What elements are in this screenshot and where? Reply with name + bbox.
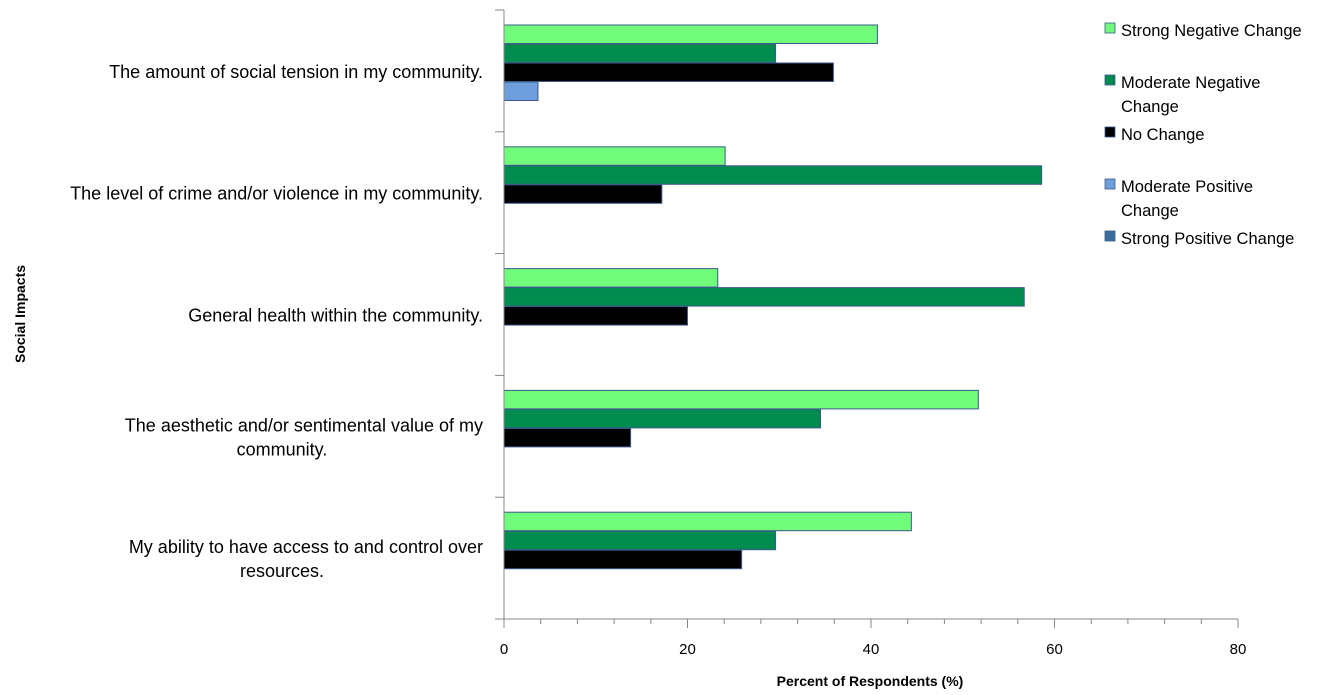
bar-2-series-2 xyxy=(503,165,1043,185)
legend-swatch-4 xyxy=(1104,178,1116,190)
category-label-5: resources. xyxy=(240,561,324,581)
bar-5-series-3 xyxy=(503,549,743,570)
bar-3-series-3 xyxy=(503,306,688,326)
x-tick-label-2: 40 xyxy=(863,641,880,658)
bar-4-series-1 xyxy=(503,389,979,410)
category-label-5: My ability to have access to and control… xyxy=(129,537,483,557)
legend-swatch-1 xyxy=(1104,22,1116,34)
legend-label-1: Strong Negative Change xyxy=(1121,22,1302,40)
bar-4-series-2 xyxy=(503,408,822,429)
legend-swatch-2 xyxy=(1104,74,1116,86)
bar-1-series-2 xyxy=(503,43,777,63)
bar-5-series-2 xyxy=(503,530,777,551)
bar-5-series-1 xyxy=(503,511,912,532)
legend-label-2: Change xyxy=(1121,98,1179,116)
bar-3-series-1 xyxy=(503,268,719,288)
y-axis-title: Social Impacts xyxy=(12,265,28,363)
category-label-2: The level of crime and/or violence in my… xyxy=(70,184,483,204)
legend-label-3: No Change xyxy=(1121,126,1204,144)
legend-label-4: Change xyxy=(1121,202,1179,220)
bar-4-series-3 xyxy=(503,427,632,448)
legend-swatch-5 xyxy=(1104,230,1116,242)
category-label-1: The amount of social tension in my commu… xyxy=(109,62,483,82)
bar-1-series-1 xyxy=(503,24,878,44)
bar-2-series-3 xyxy=(503,184,663,204)
legend-swatch-3 xyxy=(1104,126,1116,138)
x-tick-label-4: 80 xyxy=(1230,641,1247,658)
bar-3-series-2 xyxy=(503,287,1025,307)
category-label-4: The aesthetic and/or sentimental value o… xyxy=(125,415,483,435)
bar-2-series-1 xyxy=(503,146,726,166)
bar-1-series-4 xyxy=(503,81,539,101)
category-label-3: General health within the community. xyxy=(188,306,483,326)
category-label-4: community. xyxy=(237,439,328,459)
x-tick-label-3: 60 xyxy=(1046,641,1063,658)
x-tick-label-1: 20 xyxy=(679,641,696,658)
x-axis-title: Percent of Respondents (%) xyxy=(777,673,964,689)
x-tick-label-0: 0 xyxy=(500,641,508,658)
legend-label-2: Moderate Negative xyxy=(1121,74,1260,92)
legend-label-5: Strong Positive Change xyxy=(1121,230,1294,248)
bar-1-series-3 xyxy=(503,62,834,82)
legend-label-4: Moderate Positive xyxy=(1121,178,1253,196)
